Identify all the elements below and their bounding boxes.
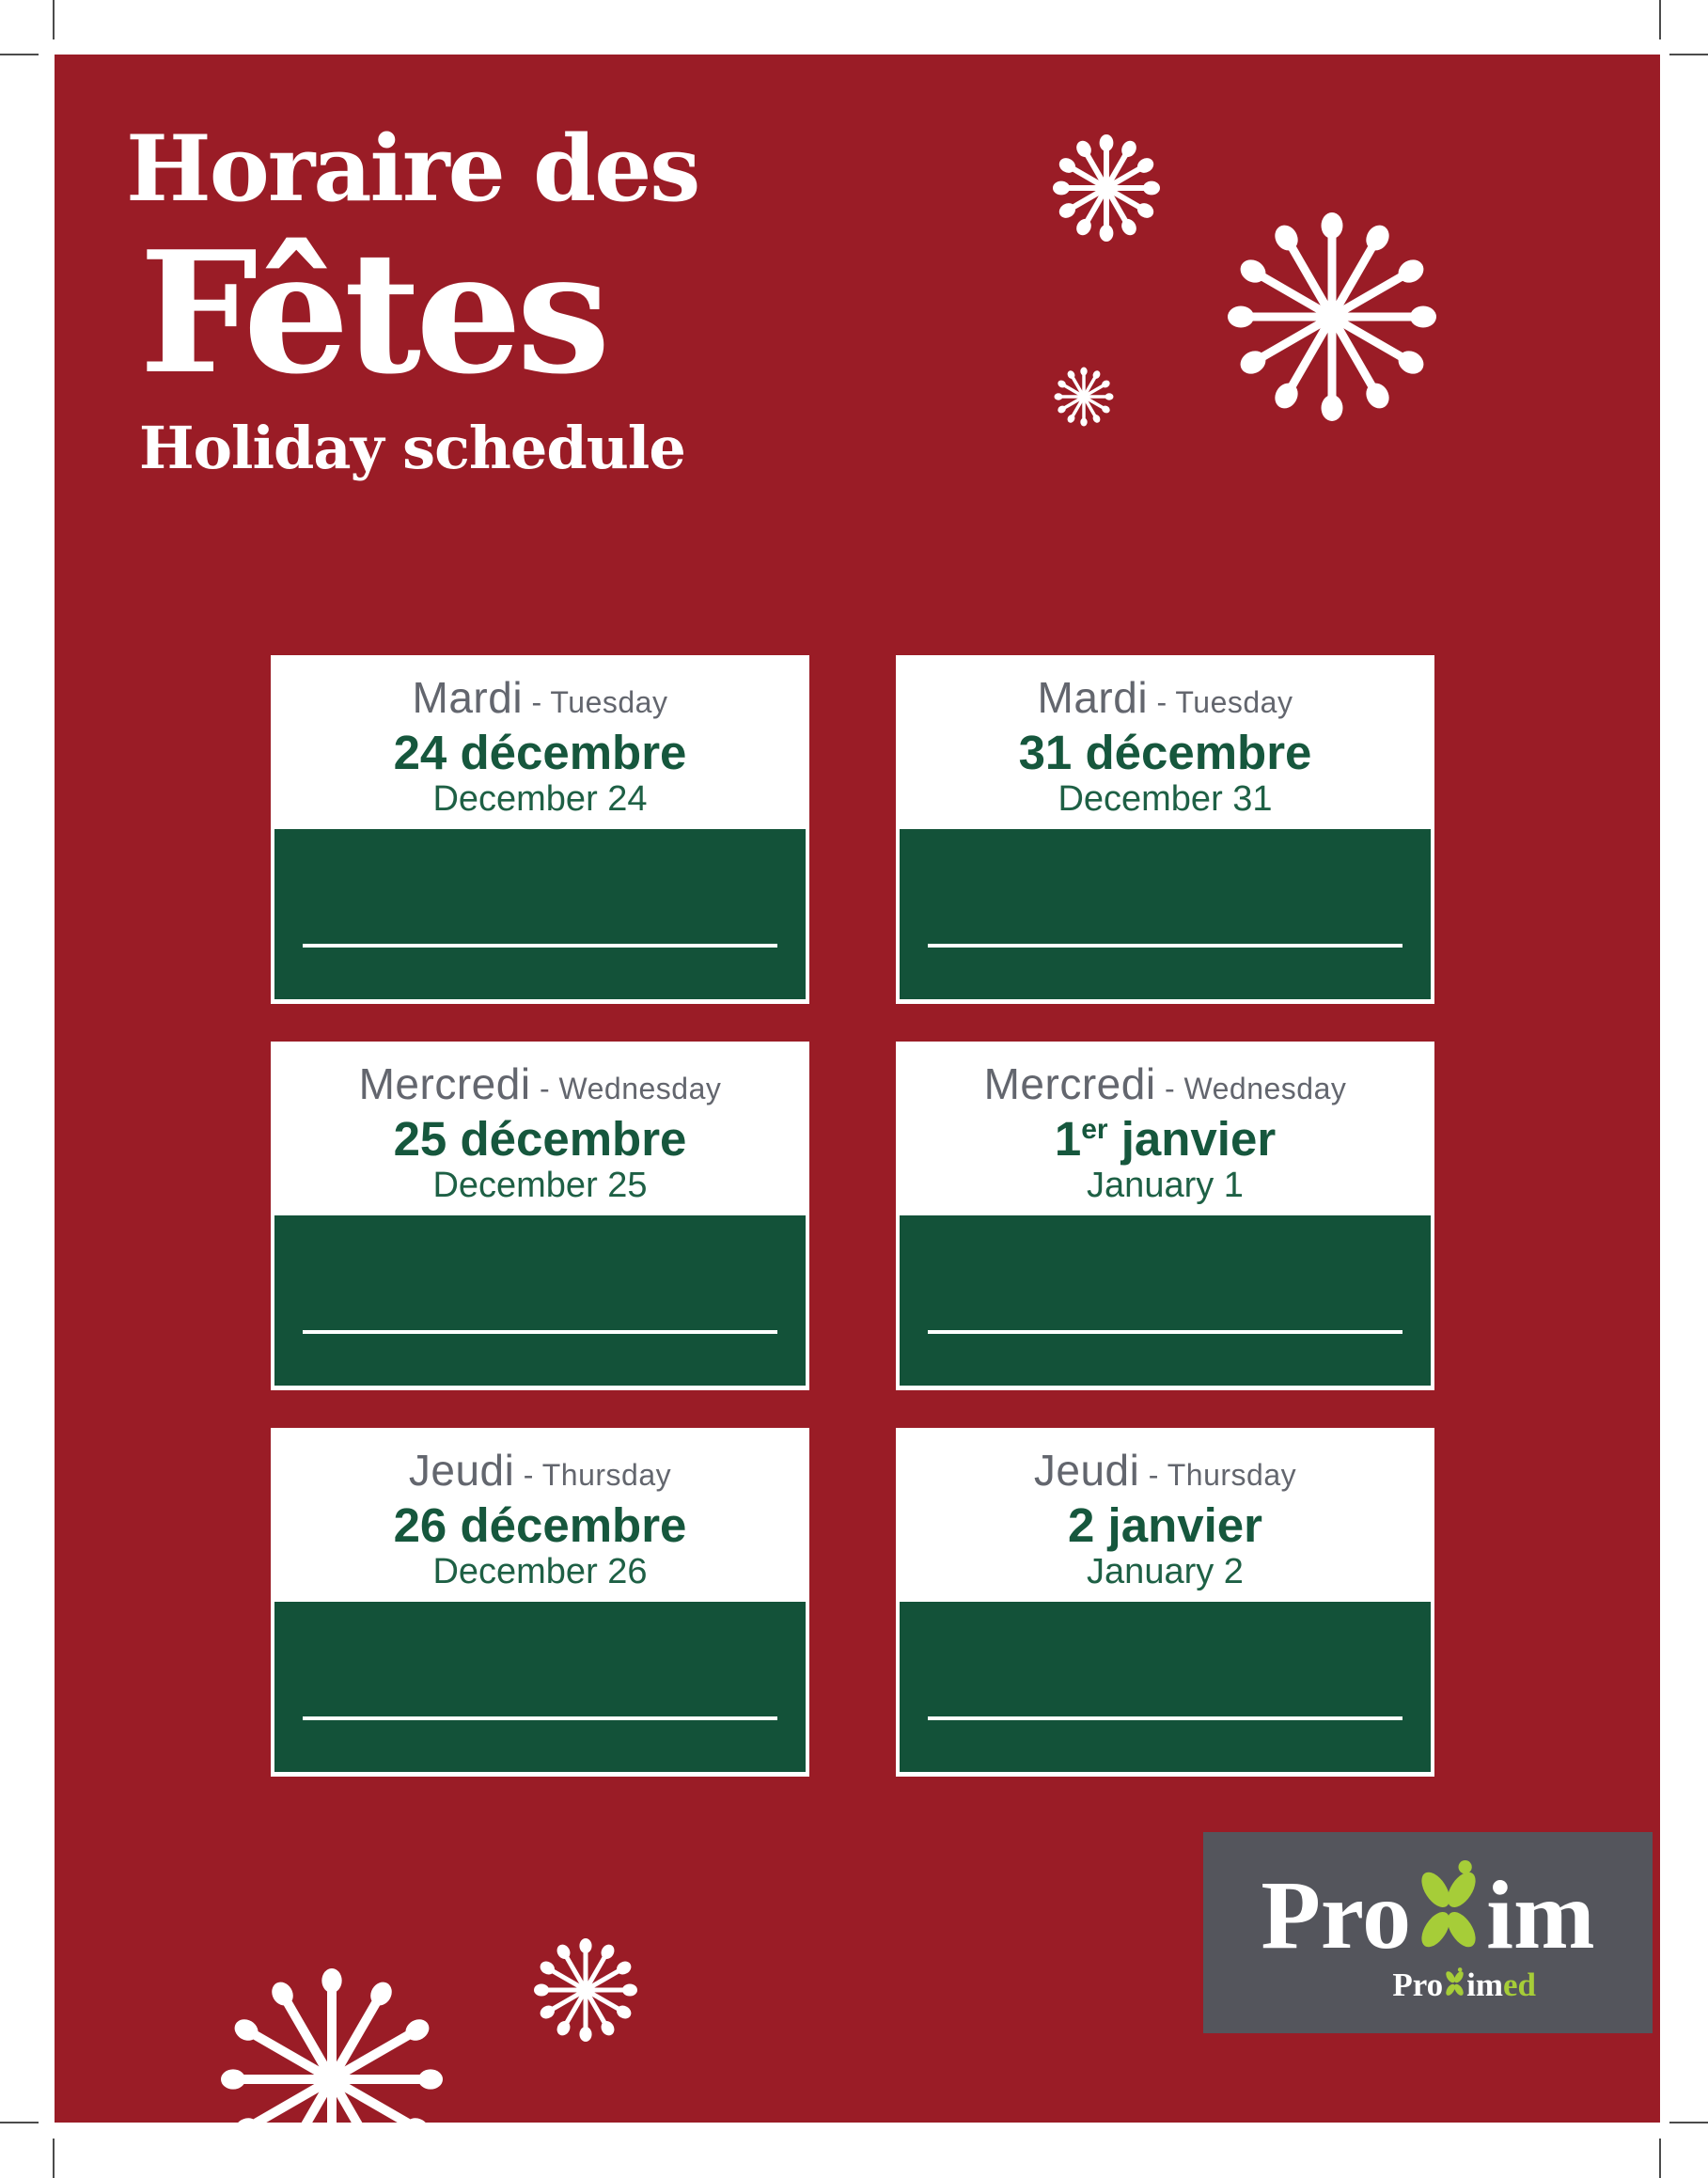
crop-mark-bottom-right-vertical	[1659, 2139, 1661, 2178]
card-header: Mercredi - Wednesday 1er janvier January…	[896, 1042, 1434, 1215]
date-english: December 24	[432, 779, 648, 819]
schedule-card-dec31: Mardi - Tuesday 31 décembre December 31	[896, 655, 1434, 1004]
crop-mark-top-right-vertical	[1659, 0, 1661, 39]
card-header: Jeudi - Thursday 2 janvier January 2	[896, 1428, 1434, 1602]
hours-panel	[274, 829, 806, 999]
date-french: 2 janvier	[1068, 1498, 1262, 1552]
card-header: Mardi - Tuesday 24 décembre December 24	[271, 655, 809, 829]
holiday-poster: Horaire des Fêtes Holiday schedule Mardi…	[55, 55, 1660, 2123]
card-header: Mercredi - Wednesday 25 décembre Decembe…	[271, 1042, 809, 1215]
hours-write-line	[928, 1716, 1402, 1720]
sublogo-text-mid: im	[1466, 1966, 1503, 2003]
snowflake-icon	[1053, 366, 1116, 429]
schedule-card-dec26: Jeudi - Thursday 26 décembre December 26	[271, 1428, 809, 1777]
crop-mark-bottom-left-horizontal	[0, 2122, 39, 2123]
crop-mark-top-left-horizontal	[0, 54, 39, 55]
date-french: 26 décembre	[393, 1498, 687, 1552]
hours-write-line	[928, 1330, 1402, 1334]
day-label: Mercredi - Wednesday	[358, 1059, 722, 1108]
date-english: December 25	[432, 1166, 648, 1205]
hours-write-line	[303, 944, 777, 948]
hours-write-line	[928, 944, 1402, 948]
crop-mark-top-right-horizontal	[1669, 54, 1708, 55]
title-french-line1: Horaire des	[126, 116, 700, 222]
schedule-card-dec24: Mardi - Tuesday 24 décembre December 24	[271, 655, 809, 1004]
proxim-x-leaf-icon	[1421, 1860, 1476, 1948]
schedule-card-jan1: Mercredi - Wednesday 1er janvier January…	[896, 1042, 1434, 1390]
card-header: Mardi - Tuesday 31 décembre December 31	[896, 655, 1434, 829]
logo-text-pre: Pro	[1261, 1860, 1412, 1969]
hours-panel	[900, 1215, 1431, 1386]
title-english-subtitle: Holiday schedule	[139, 414, 686, 482]
title-french-line2: Fêtes	[139, 214, 611, 411]
date-french: 25 décembre	[393, 1112, 687, 1166]
hours-write-line	[303, 1330, 777, 1334]
day-label: Jeudi - Thursday	[1033, 1446, 1297, 1495]
date-english: December 26	[432, 1552, 648, 1591]
sublogo-text-suffix: ed	[1503, 1966, 1536, 2003]
date-french: 1er janvier	[1054, 1112, 1277, 1166]
crop-mark-top-left-vertical	[53, 0, 55, 39]
snowflake-icon	[216, 1964, 447, 2123]
schedule-card-jan2: Jeudi - Thursday 2 janvier January 2	[896, 1428, 1434, 1777]
crop-mark-bottom-right-horizontal	[1669, 2122, 1708, 2123]
schedule-card-dec25: Mercredi - Wednesday 25 décembre Decembe…	[271, 1042, 809, 1390]
date-english: January 1	[1087, 1166, 1244, 1205]
date-english: January 2	[1087, 1552, 1244, 1591]
day-label: Mardi - Tuesday	[412, 673, 668, 722]
proxim-logo-box: Pro im Pro im ed	[1203, 1832, 1653, 2033]
hours-write-line	[303, 1716, 777, 1720]
day-label: Mercredi - Wednesday	[983, 1059, 1347, 1108]
date-french: 31 décembre	[1018, 726, 1312, 779]
hours-panel	[900, 829, 1431, 999]
date-french: 24 décembre	[393, 726, 687, 779]
hours-panel	[274, 1215, 806, 1386]
date-english: December 31	[1058, 779, 1273, 819]
card-header: Jeudi - Thursday 26 décembre December 26	[271, 1428, 809, 1602]
day-label: Jeudi - Thursday	[408, 1446, 672, 1495]
snowflake-icon	[1050, 132, 1163, 244]
sublogo-text-pre: Pro	[1392, 1966, 1444, 2003]
snowflake-icon	[532, 1936, 640, 2045]
hours-panel	[274, 1602, 806, 1772]
schedule-grid: Mardi - Tuesday 24 décembre December 24 …	[271, 655, 1434, 1777]
proximed-x-leaf-icon	[1446, 1966, 1464, 1996]
crop-mark-bottom-left-vertical	[53, 2139, 55, 2178]
proxim-logo: Pro im	[1261, 1860, 1595, 1969]
day-label: Mardi - Tuesday	[1037, 673, 1293, 722]
proximed-logo: Pro im ed	[1392, 1966, 1536, 2003]
hours-panel	[900, 1602, 1431, 1772]
snowflake-icon	[1224, 209, 1441, 426]
logo-text-post: im	[1486, 1860, 1595, 1969]
